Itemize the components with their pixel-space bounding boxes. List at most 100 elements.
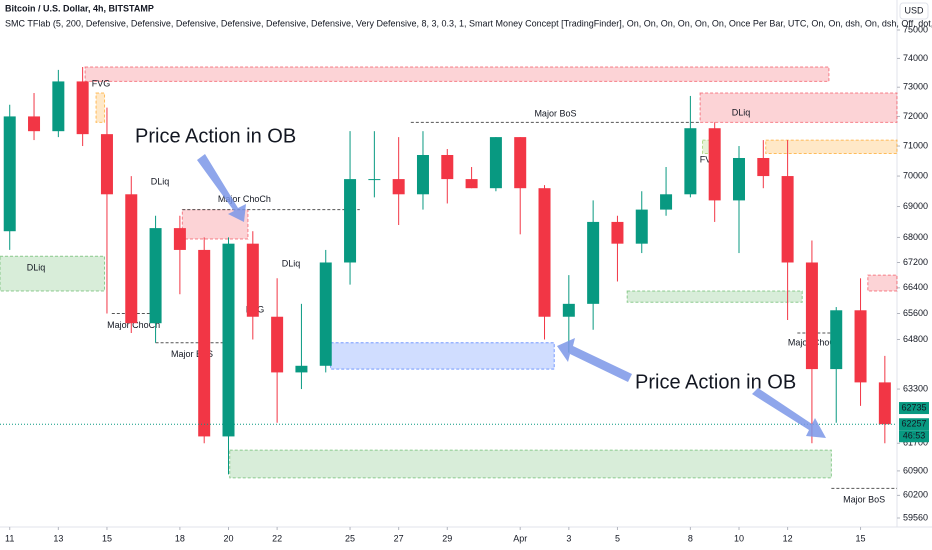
candle-body [319, 262, 332, 366]
y-tick-label: 66400 [903, 282, 928, 292]
candle-body [416, 154, 429, 195]
candle-body [660, 194, 673, 210]
order-block [330, 342, 555, 370]
x-tick-label: 8 [688, 533, 693, 543]
level-label: Major ChoCh [107, 320, 160, 330]
annotation: Price Action in OB [135, 125, 296, 147]
zone-tag: DLiq [151, 176, 170, 186]
candle-body [708, 128, 721, 201]
candle-body [3, 116, 16, 232]
candle-body [52, 81, 65, 132]
candle-body [684, 128, 697, 195]
zone-tag: DLiq [732, 107, 751, 117]
price-badge [899, 402, 929, 415]
order-block [867, 274, 898, 292]
candle-body [635, 209, 648, 244]
x-tick-label: 15 [856, 533, 866, 543]
indicator-title: SMC TFlab (5, 200, Defensive, Defensive,… [5, 18, 932, 28]
candle-body [368, 179, 381, 181]
x-tick-label: 29 [442, 533, 452, 543]
order-block [699, 92, 898, 123]
candle-body [562, 303, 575, 317]
candle-body [125, 194, 138, 324]
candle-body [173, 228, 186, 250]
candle-body [489, 137, 502, 189]
order-block [626, 290, 803, 303]
symbol-title: Bitcoin / U.S. Dollar, 4h, BITSTAMP [5, 3, 154, 13]
y-tick-label: 75000 [903, 24, 928, 34]
y-tick-label: 64800 [903, 334, 928, 344]
x-tick-label: 22 [272, 533, 282, 543]
x-tick-label: 15 [102, 533, 112, 543]
x-tick-label: 12 [783, 533, 793, 543]
y-tick-label: 65600 [903, 308, 928, 318]
candle-body [805, 262, 818, 370]
y-tick-label: 73000 [903, 82, 928, 92]
y-tick-label: 74000 [903, 53, 928, 63]
level-label: Major BoS [534, 109, 576, 119]
x-tick-label: 18 [175, 533, 185, 543]
price-badge [899, 418, 929, 431]
order-block [765, 139, 898, 155]
currency[interactable]: USD [904, 5, 924, 15]
y-tick-label: 68000 [903, 232, 928, 242]
candle-body [854, 310, 867, 383]
candle-body [295, 365, 308, 373]
level-label: Major BoS [171, 349, 213, 359]
price-badge-label: 62735 [901, 402, 926, 412]
arrow [752, 388, 826, 438]
y-tick-label: 71000 [903, 140, 928, 150]
y-tick-label: 70000 [903, 170, 928, 180]
price-badge-label: 62257 [901, 419, 926, 429]
candle-body [781, 176, 794, 263]
candle-body [441, 154, 454, 180]
x-tick-label: 20 [223, 533, 233, 543]
level-label: Major BoS [843, 495, 885, 505]
y-tick-label: 67200 [903, 257, 928, 267]
candle-body [198, 249, 211, 437]
y-tick-label: 60900 [903, 465, 928, 475]
candle-body [149, 228, 162, 324]
order-block [0, 255, 106, 292]
arrow [197, 154, 246, 222]
candle-body [830, 310, 843, 370]
y-tick-label: 59560 [903, 512, 928, 522]
x-tick-label: 13 [53, 533, 63, 543]
y-tick-label: 61700 [903, 438, 928, 448]
order-block [84, 66, 830, 82]
candle-body [587, 221, 600, 304]
candle-body [76, 81, 89, 135]
countdown: 46:53 [903, 431, 926, 441]
annotation: Price Action in OB [635, 371, 796, 393]
candle-body [465, 179, 478, 189]
candle-body [611, 221, 624, 244]
x-tick-label: 5 [615, 533, 620, 543]
y-tick-label: 63300 [903, 383, 928, 393]
candle-body [344, 179, 357, 263]
candle-body [392, 179, 405, 195]
arrow [557, 338, 632, 382]
candle-body [28, 116, 41, 132]
x-tick-label: 27 [394, 533, 404, 543]
x-tick-label: 25 [345, 533, 355, 543]
x-tick-label: 3 [566, 533, 571, 543]
y-tick-label: 60200 [903, 490, 928, 500]
candle-body [538, 188, 551, 317]
x-tick-label: Apr [513, 533, 527, 543]
candle-body [100, 134, 113, 195]
zone-tag: DLiq [27, 262, 46, 272]
x-tick-label: 11 [5, 533, 14, 543]
candle-body [514, 137, 527, 189]
candle-body [271, 316, 284, 373]
candle-body [246, 243, 259, 317]
currency-button[interactable] [899, 2, 929, 20]
y-tick-label: 69000 [903, 201, 928, 211]
countdown-badge [899, 430, 929, 443]
candle-body [732, 157, 745, 201]
level-label: Major ChoCh [218, 194, 271, 204]
x-tick-label: 10 [734, 533, 744, 543]
order-block [95, 92, 106, 123]
candle-body [878, 382, 891, 425]
